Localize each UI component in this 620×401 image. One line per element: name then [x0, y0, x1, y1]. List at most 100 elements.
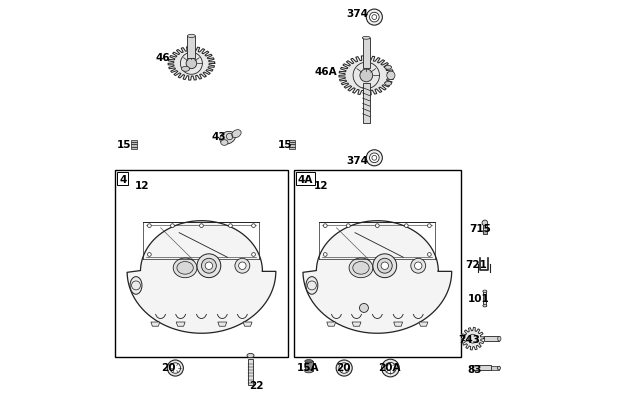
Polygon shape: [327, 322, 335, 326]
Bar: [484, 336, 499, 341]
Ellipse shape: [177, 262, 193, 275]
Circle shape: [370, 154, 379, 163]
Polygon shape: [339, 57, 394, 96]
Text: 743: 743: [459, 334, 481, 344]
Bar: [363, 84, 370, 124]
Polygon shape: [151, 322, 160, 326]
Circle shape: [482, 221, 488, 226]
Ellipse shape: [387, 72, 395, 81]
Text: 46A: 46A: [314, 67, 337, 77]
Text: 374: 374: [346, 156, 368, 165]
Bar: [131, 143, 137, 145]
Circle shape: [360, 70, 373, 83]
Ellipse shape: [483, 305, 487, 307]
Circle shape: [252, 224, 255, 228]
Bar: [131, 148, 137, 150]
Circle shape: [324, 224, 327, 228]
Bar: [483, 292, 487, 306]
Polygon shape: [127, 221, 276, 333]
Text: 15A: 15A: [297, 362, 320, 372]
Circle shape: [186, 59, 197, 69]
Circle shape: [373, 254, 397, 278]
Circle shape: [404, 224, 408, 228]
Ellipse shape: [305, 360, 313, 363]
Bar: [289, 140, 295, 142]
Text: 20: 20: [335, 362, 350, 372]
Polygon shape: [176, 322, 185, 326]
Ellipse shape: [385, 82, 392, 86]
Ellipse shape: [130, 277, 142, 294]
Bar: [491, 366, 499, 370]
Circle shape: [385, 363, 396, 374]
Text: 15: 15: [278, 140, 293, 149]
Circle shape: [428, 253, 432, 257]
Bar: [483, 225, 487, 235]
Circle shape: [202, 259, 216, 273]
Circle shape: [148, 224, 151, 228]
Text: 12: 12: [135, 180, 149, 190]
Polygon shape: [168, 47, 215, 81]
Ellipse shape: [232, 130, 241, 138]
Polygon shape: [243, 322, 252, 326]
Ellipse shape: [305, 370, 313, 373]
Bar: [248, 359, 254, 385]
Bar: [289, 148, 295, 150]
Circle shape: [170, 363, 180, 373]
Circle shape: [378, 259, 392, 273]
Circle shape: [205, 262, 213, 270]
Polygon shape: [419, 322, 428, 326]
Text: 15: 15: [117, 140, 131, 149]
Circle shape: [370, 13, 379, 23]
Text: 101: 101: [468, 294, 490, 304]
Text: 721: 721: [465, 260, 487, 269]
Circle shape: [360, 304, 368, 313]
Bar: [187, 37, 195, 59]
Ellipse shape: [247, 354, 254, 358]
Polygon shape: [218, 322, 227, 326]
Ellipse shape: [221, 140, 228, 146]
Circle shape: [336, 360, 352, 376]
Circle shape: [376, 224, 379, 228]
Text: 20: 20: [161, 362, 175, 372]
Circle shape: [415, 262, 422, 270]
Circle shape: [170, 224, 174, 228]
Text: 83: 83: [467, 364, 482, 374]
Circle shape: [200, 224, 203, 228]
Ellipse shape: [173, 258, 197, 278]
Circle shape: [411, 259, 426, 273]
Circle shape: [381, 262, 389, 270]
Bar: [472, 365, 491, 371]
Ellipse shape: [385, 66, 392, 70]
Polygon shape: [352, 322, 361, 326]
Circle shape: [229, 224, 232, 228]
Text: 4A: 4A: [298, 174, 313, 184]
Bar: [363, 38, 370, 69]
Circle shape: [197, 254, 221, 278]
Polygon shape: [461, 328, 484, 350]
Ellipse shape: [187, 35, 195, 38]
Text: 12: 12: [314, 180, 329, 190]
Bar: [289, 143, 295, 145]
Ellipse shape: [306, 277, 318, 294]
Bar: [305, 361, 313, 371]
Circle shape: [366, 150, 383, 166]
Bar: [131, 140, 137, 142]
Circle shape: [239, 262, 246, 270]
Ellipse shape: [182, 67, 190, 72]
Bar: [115, 170, 288, 357]
Polygon shape: [394, 322, 402, 326]
Ellipse shape: [219, 132, 236, 145]
Circle shape: [347, 224, 350, 228]
Circle shape: [366, 10, 383, 26]
Polygon shape: [303, 221, 452, 333]
Ellipse shape: [349, 258, 373, 278]
Ellipse shape: [483, 290, 487, 293]
Text: 715: 715: [469, 224, 490, 233]
Text: 374: 374: [346, 9, 368, 19]
Circle shape: [235, 259, 250, 273]
Circle shape: [252, 253, 255, 257]
Circle shape: [381, 359, 399, 377]
Bar: [294, 170, 461, 357]
Ellipse shape: [362, 37, 370, 40]
Text: 20A: 20A: [378, 362, 401, 372]
